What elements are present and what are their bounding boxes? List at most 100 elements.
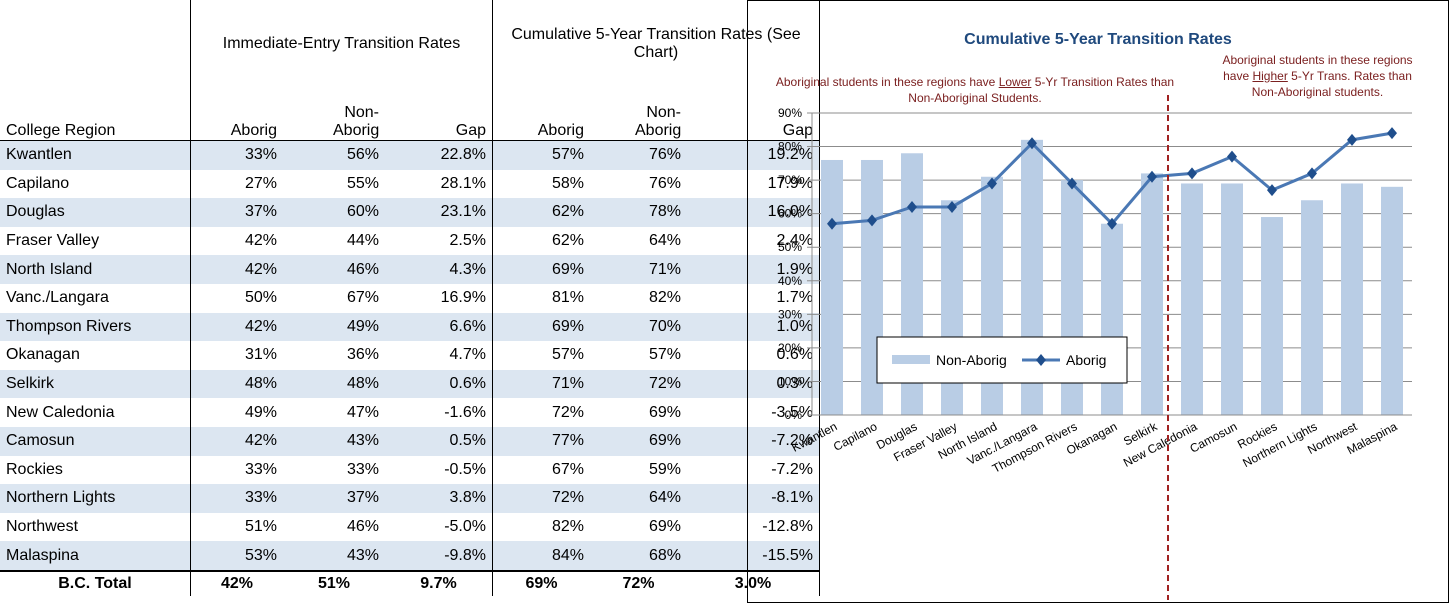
column-header: Non-Aborig (333, 104, 380, 139)
legend-marker (1036, 354, 1046, 366)
region-cell: Vanc./Langara (0, 283, 191, 313)
bar (1181, 183, 1203, 415)
region-cell: Rockies (0, 455, 191, 485)
rate-cell: 33% (190, 484, 283, 513)
region-cell: Northern Lights (0, 484, 191, 513)
y-tick-label: 20% (778, 341, 802, 355)
column-header-cell: Gap (687, 88, 820, 141)
column-header: Non-Aborig (635, 104, 682, 139)
annotation-text: 5-Yr Transition Rates than Non-Aborigina… (908, 75, 1175, 105)
group-header: Cumulative 5-Year Transition Rates (See … (492, 0, 820, 88)
rate-cell: 2.4% (687, 226, 820, 256)
column-header: College Region (6, 122, 116, 139)
rate-cell: 53% (190, 541, 283, 571)
rate-cell: 1.7% (687, 283, 820, 313)
bar (1101, 223, 1123, 415)
table-row: North Island 42% 46% 4.3% 69% 71% 1.9% (0, 255, 820, 284)
rate-cell: 76% (648, 174, 681, 192)
region-cell: Malaspina (0, 541, 191, 571)
total-cell: 9.7% (385, 569, 493, 596)
table-row: Vanc./Langara 50% 67% 16.9% 81% 82% 1.7% (0, 283, 820, 313)
annotation-emphasis: Lower (998, 75, 1032, 89)
rate-cell: 37% (283, 484, 385, 513)
bar (1221, 183, 1243, 415)
y-tick-label: 80% (778, 140, 802, 154)
y-tick-label: 50% (778, 240, 802, 254)
rate-cell: -12.8% (687, 512, 820, 542)
annotation-text: Aboriginal students in these regions hav… (775, 75, 999, 89)
table-row: Camosun 42% 43% 0.5% 77% 69% -7.2% (0, 426, 820, 456)
table-row: Capilano 27% 55% 28.1% 58% 76% 17.9% (0, 169, 820, 199)
header-cell (0, 0, 191, 88)
legend-label: Non-Aborig (936, 352, 1007, 368)
marker (827, 217, 837, 230)
rate-cell: 1.0% (687, 312, 820, 342)
legend-swatch (892, 355, 930, 364)
bar (1341, 183, 1363, 415)
rate-cell: -15.5% (687, 541, 820, 571)
region-cell: New Caledonia (0, 398, 191, 427)
rate-cell: 69% (492, 312, 590, 342)
rate-cell: 31% (244, 346, 277, 364)
table-row: Malaspina 53% 43% -9.8% 84% 68% -15.5% (0, 541, 820, 571)
marker (987, 177, 997, 190)
rate-cell: 16.9% (385, 283, 493, 313)
rate-cell: 0.6% (687, 341, 820, 370)
rate-cell: 49% (283, 312, 385, 342)
y-tick-label: 10% (778, 374, 802, 388)
rate-cell: 57% (551, 346, 584, 364)
bar (1261, 217, 1283, 415)
rate-cell: 64% (590, 484, 687, 513)
column-header-row: College Region Aborig Non-Aborig Gap Aborig N… (0, 88, 820, 141)
rate-cell: 44% (346, 232, 379, 250)
rate-cell: 84% (492, 541, 590, 571)
rate-cell: 43% (283, 541, 385, 571)
y-tick-label: 40% (778, 274, 802, 288)
rate-cell: 17.9% (687, 169, 820, 199)
rate-cell: 67% (551, 460, 584, 478)
group-header-row: Immediate-Entry Transition Rates Cumulati… (0, 0, 820, 88)
rate-cell: 51% (244, 518, 277, 536)
group-header: Immediate-Entry Transition Rates (190, 0, 493, 88)
rate-cell: 48% (283, 369, 385, 399)
x-tick-label: Capilano (831, 419, 880, 454)
rate-cell: 33% (346, 460, 379, 478)
rate-cell: 0.6% (385, 369, 493, 399)
rate-cell: -0.5% (385, 455, 493, 485)
total-row: B.C. Total 42% 51% 9.7% 69% 72% 3.0% (0, 569, 820, 596)
region-cell: Capilano (0, 169, 191, 199)
total-cell: 72% (590, 569, 687, 596)
y-tick-label: 60% (778, 207, 802, 221)
rate-cell: 33% (190, 140, 283, 170)
legend: Non-Aborig Aborig (876, 336, 1128, 384)
rate-cell: 62% (551, 232, 584, 250)
legend-label: Aborig (1066, 352, 1106, 368)
rate-cell: 3.8% (385, 484, 493, 513)
table-row: Rockies 33% 33% -0.5% 67% 59% -7.2% (0, 455, 820, 485)
rate-cell: 42% (244, 232, 277, 250)
rate-cell: 46% (283, 255, 385, 284)
rate-cell: 58% (551, 174, 584, 192)
rate-cell: 60% (283, 198, 385, 227)
rate-cell: 71% (492, 369, 590, 399)
rate-cell: 67% (346, 289, 379, 307)
marker (1227, 150, 1237, 163)
rate-cell: 16.0% (687, 198, 820, 227)
marker (947, 200, 957, 213)
region-cell: Northwest (0, 512, 191, 542)
column-header: Gap (455, 122, 486, 139)
table-row: Northern Lights 33% 37% 3.8% 72% 64% -8.1% (0, 484, 820, 513)
rate-cell: 42% (190, 312, 283, 342)
rate-cell: 36% (346, 346, 379, 364)
rate-cell: -7.2% (687, 426, 820, 456)
table-row: Selkirk 48% 48% 0.6% 71% 72% 0.3% (0, 369, 820, 399)
rate-cell: 4.7% (385, 341, 493, 370)
rate-cell: 82% (551, 518, 584, 536)
rate-cell: 55% (346, 174, 379, 192)
rate-cell: 37% (190, 198, 283, 227)
table-row: New Caledonia 49% 47% -1.6% 72% 69% -3.5% (0, 398, 820, 427)
rate-cell: 42% (190, 426, 283, 456)
chart-title: Cumulative 5-Year Transition Rates (964, 31, 1232, 48)
rate-cell: 28.1% (385, 169, 493, 199)
